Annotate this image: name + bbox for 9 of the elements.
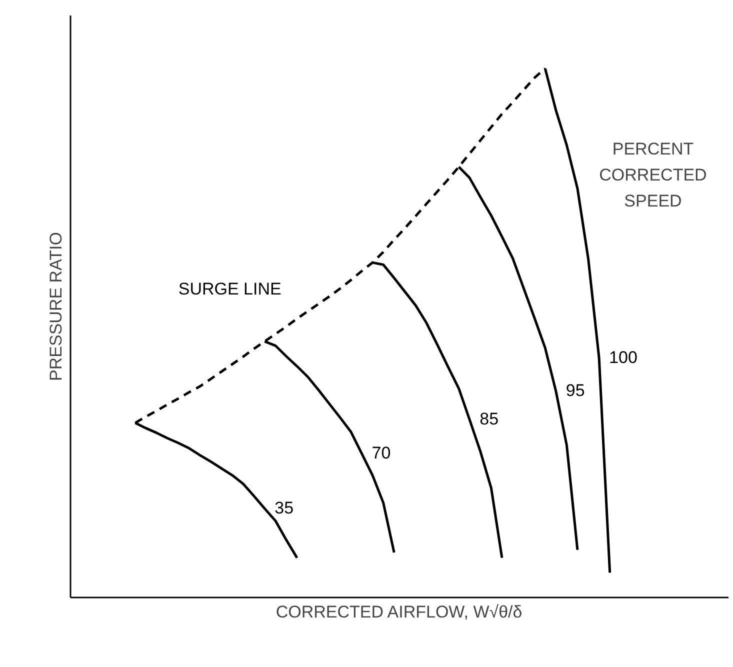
annotation: PERCENT CORRECTED SPEED: [599, 139, 707, 210]
series-label: 85: [480, 410, 499, 429]
series-label: 95: [566, 381, 585, 400]
x-axis-title: CORRECTED AIRFLOW, W√θ/δ: [276, 602, 522, 622]
series-label: 100: [609, 348, 638, 367]
y-axis-title: PRESSURE RATIO: [46, 232, 66, 381]
series-label: 35: [274, 498, 294, 518]
series-label: SURGE LINE: [178, 280, 282, 299]
series-label: 70: [372, 444, 391, 463]
